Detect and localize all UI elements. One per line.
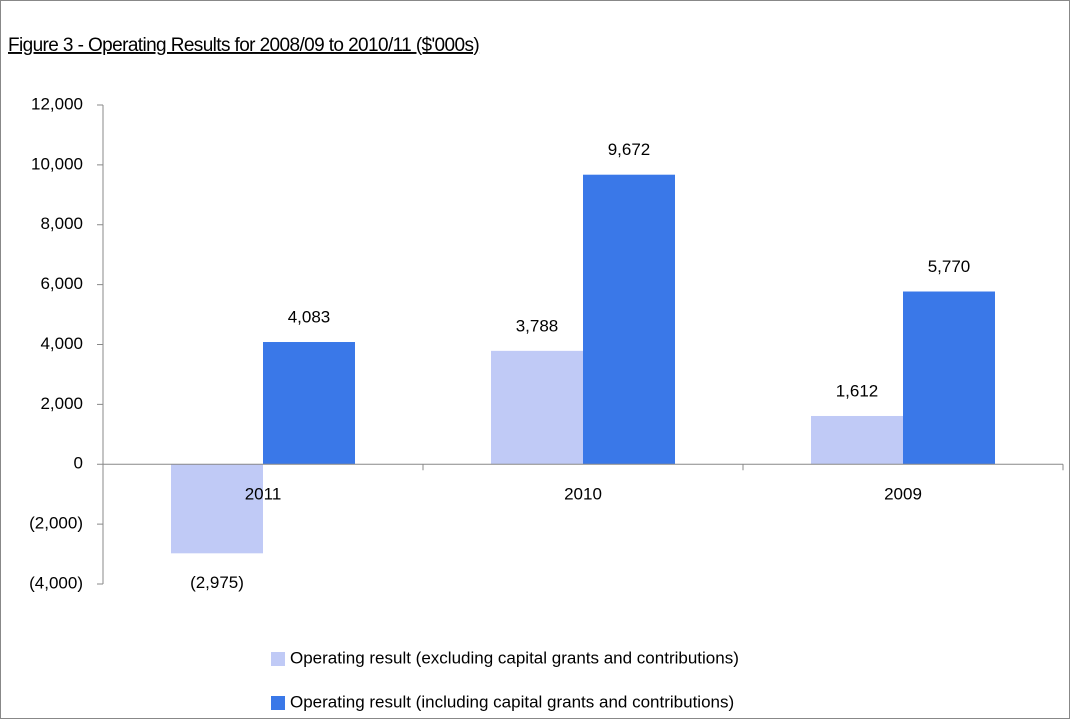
bar [171, 464, 263, 554]
y-tick-label: 10,000 [31, 154, 83, 173]
data-label: 4,083 [288, 307, 331, 326]
bar [903, 291, 995, 465]
y-tick-label: 6,000 [40, 274, 83, 293]
legend-swatch [271, 696, 285, 710]
y-tick-label: 0 [74, 454, 83, 473]
bar [491, 350, 583, 465]
y-tick-label: 2,000 [40, 394, 83, 413]
legend-label: Operating result (excluding capital gran… [290, 648, 739, 667]
data-label: 9,672 [608, 140, 651, 159]
y-tick-label: 4,000 [40, 334, 83, 353]
y-tick-label: (4,000) [29, 573, 83, 592]
bar [811, 415, 903, 465]
data-label: 3,788 [516, 316, 559, 335]
y-tick-label: 12,000 [31, 94, 83, 113]
x-tick-label: 2010 [564, 485, 602, 504]
x-tick-label: 2009 [884, 485, 922, 504]
bar [263, 342, 355, 465]
legend-label: Operating result (including capital gran… [290, 692, 734, 711]
x-tick-label: 2011 [245, 485, 282, 504]
data-label: 1,612 [836, 381, 879, 400]
legend-swatch [271, 652, 285, 666]
y-tick-label: (2,000) [29, 514, 83, 533]
bar [583, 174, 675, 465]
data-label: 5,770 [928, 257, 971, 276]
chart-title: Figure 3 - Operating Results for 2008/09… [8, 35, 479, 56]
y-tick-label: 8,000 [40, 214, 83, 233]
data-label: (2,975) [190, 573, 244, 592]
